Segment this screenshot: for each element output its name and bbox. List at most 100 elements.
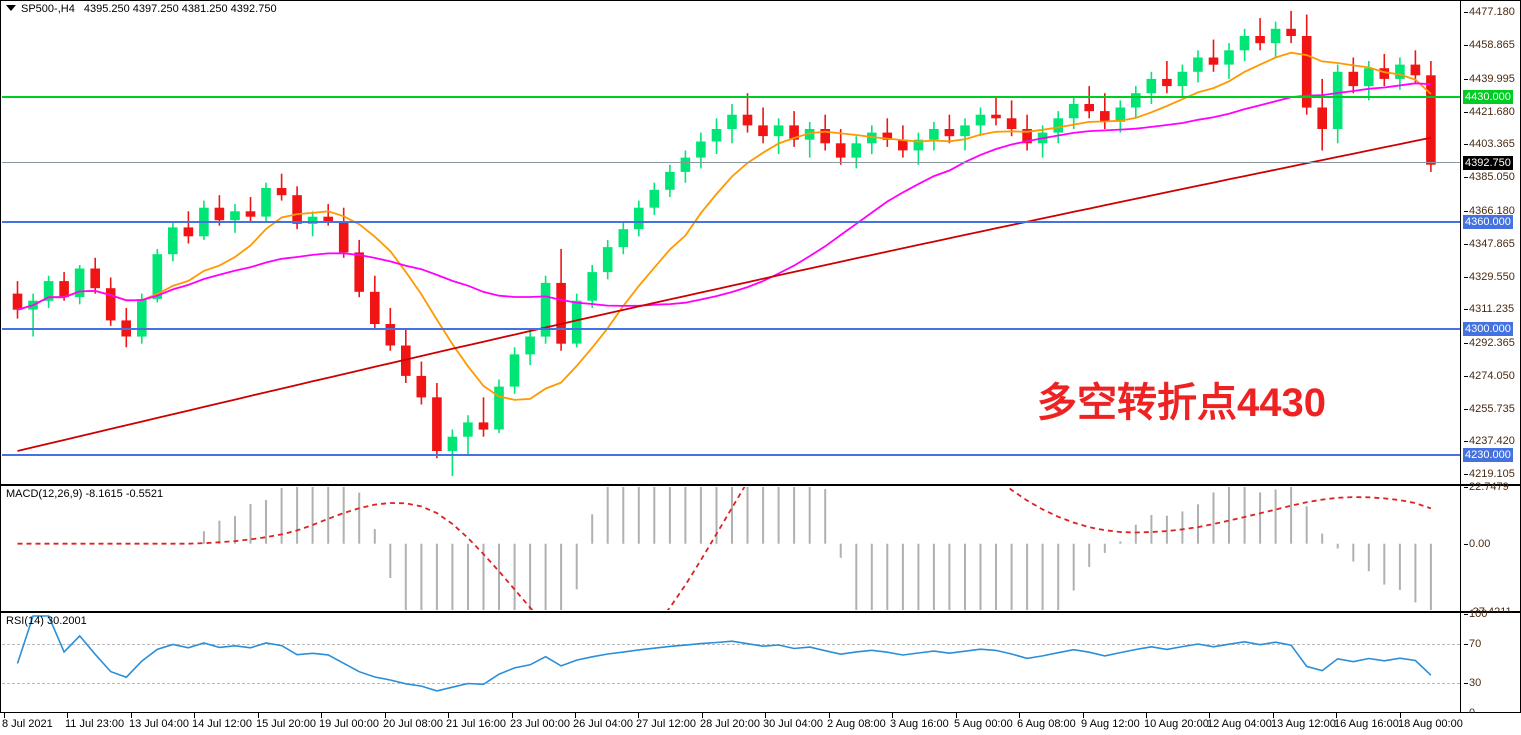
macd-axis-label: 0.00 [1469, 537, 1491, 550]
level-4430-line[interactable] [2, 95, 1460, 98]
price-axis[interactable]: 4477.180 4458.865 4439.995 4421.680 4403.365… [1460, 1, 1520, 484]
time-axis-label: 20 Jul 08:00 [383, 718, 443, 730]
price-axis-tick [1464, 45, 1468, 47]
price-axis-label: 4329.550 [1469, 270, 1515, 283]
time-axis-tick [448, 713, 449, 718]
rsi-threshold-30 [2, 683, 1460, 685]
price-axis-tick [1464, 144, 1468, 146]
price-marker-4392-750-tag[interactable]: 4392.750 [1463, 156, 1513, 171]
rsi-axis-tick [1464, 683, 1468, 685]
price-axis-tick [1464, 78, 1468, 80]
time-axis-tick [258, 713, 259, 718]
time-axis-label: 27 Jul 12:00 [636, 718, 696, 730]
rsi-axis-label: 70 [1469, 637, 1482, 650]
time-axis-tick [1083, 713, 1084, 718]
price-axis-tick [1464, 12, 1468, 14]
price-plot-area[interactable]: 多空转折点4430 [2, 2, 1460, 483]
time-axis-label: 11 Jul 23:00 [65, 718, 125, 730]
level-4230-tag[interactable]: 4230.000 [1463, 447, 1513, 462]
price-axis-tick [1464, 309, 1468, 311]
price-axis-tick [1464, 276, 1468, 278]
chart-annotation-text: 多空转折点4430 [1037, 381, 1326, 425]
time-axis-tick [829, 713, 830, 718]
level-4300-line[interactable] [2, 328, 1460, 331]
time-axis[interactable]: 8 Jul 2021 11 Jul 23:00 13 Jul 04:00 14 Jul… [0, 713, 1521, 735]
price-axis-label: 4421.680 [1469, 105, 1515, 118]
price-marker-4392-750-line[interactable] [2, 162, 1460, 164]
rsi-axis-tick [1464, 643, 1468, 645]
price-axis-label: 4219.105 [1469, 468, 1515, 481]
time-axis-label: 23 Jul 00:00 [510, 718, 570, 730]
time-axis-label: 3 Aug 16:00 [890, 718, 949, 730]
price-axis-tick [1464, 210, 1468, 212]
price-axis-label: 4255.735 [1469, 402, 1515, 415]
macd-axis-tick [1464, 543, 1468, 545]
time-axis-tick [194, 713, 195, 718]
time-axis-tick [956, 713, 957, 718]
time-axis-tick [512, 713, 513, 718]
time-axis-label: 28 Jul 20:00 [700, 718, 760, 730]
ohlc-values: 4395.250 4397.250 4381.250 4392.750 [83, 3, 277, 15]
macd-header: MACD(12,26,9) -8.1615 -0.5521 [6, 488, 164, 500]
rsi-axis-label: 30 [1469, 677, 1482, 690]
price-axis-tick [1464, 474, 1468, 476]
time-axis-tick [385, 713, 386, 718]
time-axis-tick [67, 713, 68, 718]
price-axis-label: 4237.420 [1469, 435, 1515, 448]
level-4360-tag[interactable]: 4360.000 [1463, 215, 1513, 230]
time-axis-label: 16 Aug 16:00 [1334, 718, 1399, 730]
price-axis-label: 4347.865 [1469, 237, 1515, 250]
time-axis-tick [892, 713, 893, 718]
time-axis-label: 5 Aug 00:00 [954, 718, 1013, 730]
time-axis-label: 30 Jul 04:00 [763, 718, 823, 730]
price-axis-tick [1464, 441, 1468, 443]
time-axis-tick [1400, 713, 1401, 718]
time-axis-tick [1019, 713, 1020, 718]
symbol-header: SP500-,H4 4395.250 4397.250 4381.250 439… [6, 3, 277, 15]
rsi-panel[interactable]: 10070300 RSI(14) 30.2001 [0, 608, 1521, 719]
chevron-down-icon[interactable] [6, 5, 16, 12]
price-axis-tick [1464, 375, 1468, 377]
price-axis-tick [1464, 343, 1468, 345]
price-axis-label: 4458.865 [1469, 39, 1515, 52]
macd-axis-tick [1464, 487, 1468, 488]
time-axis-tick [131, 713, 132, 718]
level-4230-line[interactable] [2, 453, 1460, 456]
time-axis-tick [1336, 713, 1337, 718]
price-plot-background [2, 2, 1460, 483]
price-axis-label: 4385.050 [1469, 171, 1515, 184]
level-4300-tag[interactable]: 4300.000 [1463, 322, 1513, 337]
time-axis-label: 9 Aug 12:00 [1081, 718, 1140, 730]
rsi-plot-area[interactable] [2, 614, 1460, 711]
time-axis-tick [321, 713, 322, 718]
time-axis-label: 26 Jul 04:00 [573, 718, 633, 730]
time-axis-label: 6 Aug 08:00 [1017, 718, 1076, 730]
price-axis-tick [1464, 177, 1468, 179]
time-axis-label: 10 Aug 20:00 [1144, 718, 1209, 730]
time-axis-label: 14 Jul 12:00 [192, 718, 252, 730]
time-axis-tick [1273, 713, 1274, 718]
rsi-axis-tick [1464, 614, 1468, 615]
price-chart-panel[interactable]: 多空转折点4430 4477.180 4458.865 4439.995 4421.6… [0, 0, 1521, 485]
time-axis-tick [1146, 713, 1147, 718]
time-axis-label: 13 Aug 12:00 [1271, 718, 1336, 730]
time-axis-label: 12 Aug 04:00 [1207, 718, 1272, 730]
price-series-svg [12, 10, 1436, 477]
macd-plot-area[interactable] [2, 487, 1460, 610]
time-axis-label: 18 Aug 00:00 [1398, 718, 1463, 730]
price-axis-label: 4366.180 [1469, 204, 1515, 217]
price-axis-label: 4311.235 [1469, 303, 1515, 316]
price-axis-tick [1464, 408, 1468, 410]
macd-axis-label: 22.7479 [1469, 481, 1509, 493]
price-axis-label: 4274.050 [1469, 369, 1515, 382]
rsi-axis[interactable]: 10070300 [1460, 608, 1520, 719]
price-axis-tick [1464, 111, 1468, 113]
time-axis-label: 21 Jul 16:00 [446, 718, 506, 730]
time-axis-tick [4, 713, 5, 718]
level-4430-tag[interactable]: 4430.000 [1463, 89, 1513, 104]
level-4360-line[interactable] [2, 221, 1460, 224]
price-axis-label: 4292.365 [1469, 337, 1515, 350]
